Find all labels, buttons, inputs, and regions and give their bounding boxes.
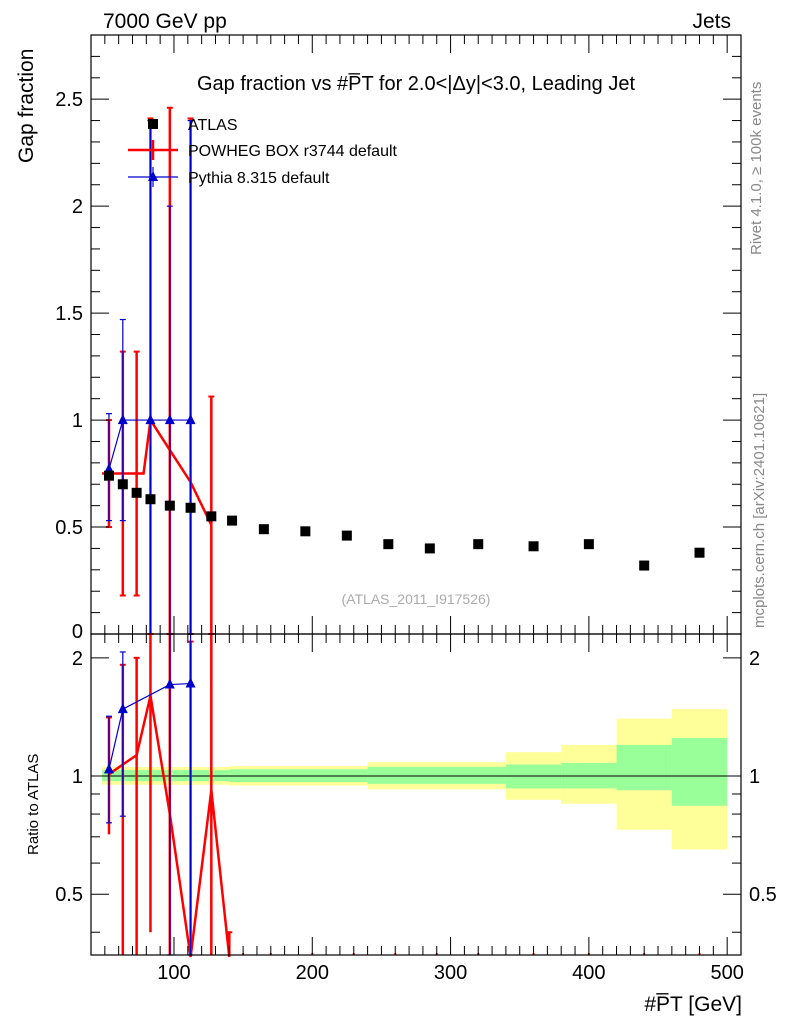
atlas-point [694,547,705,558]
atlas-point [583,539,594,550]
atlas-point [164,500,175,511]
legend-marker-atlas [148,119,158,129]
atlas-point [639,560,650,571]
main-ytick-label: 2.5 [55,89,83,111]
pythia-point [164,414,175,425]
header-right: Jets [692,10,731,33]
atlas-point [185,502,196,513]
ratio-xlabel: #P̅T [GeV] [644,993,742,1016]
ratio-xtick-label: 100 [157,962,190,984]
main-title: Gap fraction vs #P̅T for 2.0<|Δy|<3.0, L… [197,72,636,95]
ratio-ytick-label-right: 0.5 [749,884,777,906]
atlas-point [103,470,114,481]
main-ylabel: Gap fraction [15,49,38,163]
axes: 0.5 1 1.5 2 2.5 0 100 200 300 400 500 0.5 0.5 1 1 2 2 [55,34,777,984]
legend-marker-pythia [148,171,158,181]
ratio-band-inner [367,766,506,784]
legend: ATLAS POWHEG BOX r3744 default Pythia 8.… [128,117,398,187]
side-label-bottom: mcplots.cern.ch [arXiv:2401.10621] [751,393,768,628]
ratio-pythia-point [103,763,114,774]
atlas-point [258,524,269,535]
ratio-uncertainty-bands [91,709,741,850]
watermark: (ATLAS_2011_I917526) [342,591,491,607]
legend-label-powheg: POWHEG BOX r3744 default [188,143,398,160]
ratio-xtick-label: 200 [296,962,329,984]
atlas-point [383,539,394,550]
atlas-point [528,541,539,552]
ratio-ytick-label-left: 0.5 [55,884,83,906]
main-ytick-label: 1 [72,410,83,432]
pythia-point [185,414,196,425]
ratio-xtick-label: 400 [572,962,605,984]
ratio-plot-area [103,633,701,958]
atlas-point [145,494,156,505]
main-ytick-label: 0.5 [55,517,83,539]
ratio-pythia-point [185,677,196,688]
ratio-powheg-line [108,695,231,958]
ratio-band-inner [671,737,728,806]
header-left: 7000 GeV pp [103,10,227,33]
ratio-ytick-label-left: 1 [72,766,83,788]
pythia-point [145,414,156,425]
atlas-point [300,526,311,537]
ratio-pythia-point [117,703,128,714]
ratio-band-inner [616,744,672,791]
ratio-ytick-label-left: 2 [72,648,83,670]
atlas-point [117,479,128,490]
atlas-point [424,543,435,554]
main-plot-area [102,106,705,635]
ratio-xtick-label: 300 [434,962,467,984]
ratio-pythia-point [164,678,175,689]
main-ytick-label: 2 [72,196,83,218]
ratio-xtick-label: 500 [710,962,743,984]
atlas-point [206,511,217,522]
ratio-ytick-label-right: 2 [749,648,760,670]
main-ytick-label: 0 [72,621,83,643]
legend-label-pythia: Pythia 8.315 default [188,170,330,187]
powheg-line [102,416,213,526]
atlas-point [473,539,484,550]
atlas-point [227,515,238,526]
atlas-point [131,487,142,498]
side-label-top: Rivet 4.1.0, ≥ 100k events [748,82,765,255]
atlas-point [341,530,352,541]
ratio-frame [90,633,742,956]
pythia-point [117,414,128,425]
legend-label-atlas: ATLAS [188,117,238,134]
ratio-ytick-label-right: 1 [749,766,760,788]
ratio-pythia-line [108,682,191,770]
main-ytick-label: 1.5 [55,303,83,325]
ratio-ylabel: Ratio to ATLAS [25,754,42,855]
